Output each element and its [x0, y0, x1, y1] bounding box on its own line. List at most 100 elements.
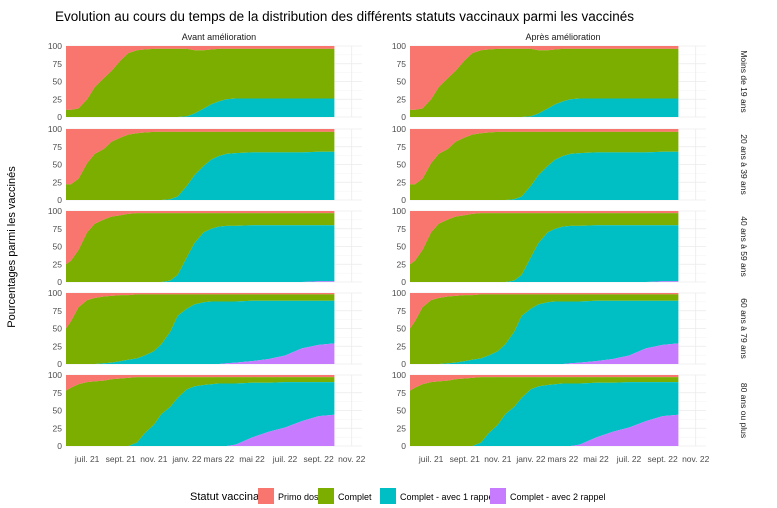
area-complet-1-rappel	[66, 225, 335, 282]
area-complet	[66, 294, 335, 364]
column-strip-after: Après amélioration	[525, 32, 600, 42]
y-tick-label: 0	[401, 195, 406, 205]
legend-label-3: Complet - avec 1 rappel	[400, 492, 496, 502]
x-tick-label: nov. 21	[484, 454, 512, 464]
y-tick-label: 100	[48, 124, 62, 134]
area-complet	[66, 48, 335, 118]
y-tick-label: 25	[53, 259, 63, 269]
x-tick-label: nov. 22	[338, 454, 366, 464]
x-tick-label: nov. 21	[140, 454, 168, 464]
row-strip-label: 80 ans ou plus	[739, 383, 749, 438]
row-strip-label: 20 ans à 39 ans	[739, 134, 749, 195]
y-tick-label: 75	[53, 388, 63, 398]
area-complet-2-rappel	[410, 343, 679, 364]
y-tick-label: 50	[397, 406, 407, 416]
panel-2-2: 0 25 50 75 100	[392, 124, 706, 205]
y-tick-label: 50	[397, 77, 407, 87]
column-strip-before: Avant amélioration	[182, 32, 256, 42]
y-tick-label: 100	[392, 124, 406, 134]
chart-title: Evolution au cours du temps de la distri…	[55, 9, 634, 24]
y-tick-label: 50	[397, 160, 407, 170]
y-tick-label: 0	[401, 277, 406, 287]
legend-label-2: Complet	[338, 492, 372, 502]
area-complet-1-rappel	[410, 300, 679, 364]
panel-2-1: 0 25 50 75 100	[48, 124, 362, 205]
y-tick-label: 75	[53, 224, 63, 234]
area-complet	[410, 131, 679, 200]
y-tick-label: 75	[397, 224, 407, 234]
y-tick-label: 25	[397, 341, 407, 351]
x-axis: juil. 21 sept. 21 nov. 21 janv. 22 mars 22 ma…	[74, 454, 710, 464]
legend-key-3	[380, 488, 396, 504]
y-tick-label: 100	[48, 370, 62, 380]
x-tick-label: sept. 21	[450, 454, 481, 464]
y-tick-label: 100	[48, 288, 62, 298]
y-tick-label: 25	[397, 94, 407, 104]
x-tick-label: juil. 22	[272, 454, 298, 464]
area-complet-2-rappel	[410, 414, 679, 446]
area-complet-2-rappel	[66, 414, 335, 446]
y-tick-label: 0	[57, 359, 62, 369]
y-tick-label: 50	[397, 324, 407, 334]
y-tick-label: 0	[57, 195, 62, 205]
area-complet-1-rappel	[66, 300, 335, 364]
area-complet	[66, 213, 335, 282]
x-tick-label: mars 22	[204, 454, 235, 464]
y-tick-label: 25	[53, 423, 63, 433]
y-tick-label: 50	[53, 324, 63, 334]
x-tick-label: sept. 21	[106, 454, 137, 464]
legend-key-1	[258, 488, 274, 504]
y-tick-label: 75	[53, 306, 63, 316]
y-tick-label: 50	[53, 242, 63, 252]
x-tick-label: mai 22	[583, 454, 609, 464]
area-complet-1-rappel	[66, 151, 335, 200]
y-tick-label: 0	[57, 277, 62, 287]
area-complet-1-rappel	[66, 382, 335, 446]
y-tick-label: 50	[53, 77, 63, 87]
area-primo-dose	[410, 293, 679, 329]
area-complet-1-rappel	[410, 225, 679, 282]
y-tick-label: 100	[48, 41, 62, 51]
area-primo-dose	[410, 375, 679, 391]
x-tick-label: juil. 22	[616, 454, 642, 464]
area-primo-dose	[410, 211, 679, 265]
legend-label-1: Primo dose	[278, 492, 324, 502]
y-tick-label: 25	[397, 177, 407, 187]
row-strip-label: Moins de 19 ans	[739, 50, 749, 112]
area-complet	[410, 213, 679, 282]
area-complet-1-rappel	[410, 382, 679, 446]
area-primo-dose	[410, 129, 679, 185]
y-tick-label: 25	[397, 423, 407, 433]
panel-3-2: 0 25 50 75 100	[392, 206, 706, 287]
row-strip-label: 60 ans à 79 ans	[739, 298, 749, 359]
y-tick-label: 25	[53, 341, 63, 351]
area-complet-1-rappel	[410, 151, 679, 200]
area-complet	[410, 294, 679, 364]
y-tick-label: 100	[392, 41, 406, 51]
y-tick-label: 100	[48, 206, 62, 216]
area-complet-2-rappel	[66, 343, 335, 364]
legend-label-4: Complet - avec 2 rappel	[510, 492, 606, 502]
panel-4-1: 0 25 50 75 100	[48, 288, 362, 369]
x-tick-label: juil. 21	[74, 454, 100, 464]
area-complet	[410, 377, 679, 446]
x-tick-label: sept. 22	[304, 454, 335, 464]
x-tick-label: janv. 22	[515, 454, 545, 464]
legend-key-2	[318, 488, 334, 504]
y-tick-label: 100	[392, 206, 406, 216]
y-tick-label: 100	[392, 288, 406, 298]
y-tick-label: 75	[397, 142, 407, 152]
panel-5-1: 0 25 50 75 100	[48, 370, 362, 451]
panel-1-1: 0 25 50 75 100	[48, 41, 362, 122]
y-tick-label: 0	[401, 112, 406, 122]
y-tick-label: 100	[392, 370, 406, 380]
y-tick-label: 50	[397, 242, 407, 252]
legend: Statut vaccinal Primo dose Complet Complet…	[190, 488, 606, 504]
area-primo-dose	[66, 46, 335, 110]
panel-5-2: 0 25 50 75 100	[392, 370, 706, 451]
area-complet	[66, 377, 335, 446]
y-tick-label: 25	[397, 259, 407, 269]
y-axis-label: Pourcentages parmi les vaccinés	[6, 166, 18, 328]
